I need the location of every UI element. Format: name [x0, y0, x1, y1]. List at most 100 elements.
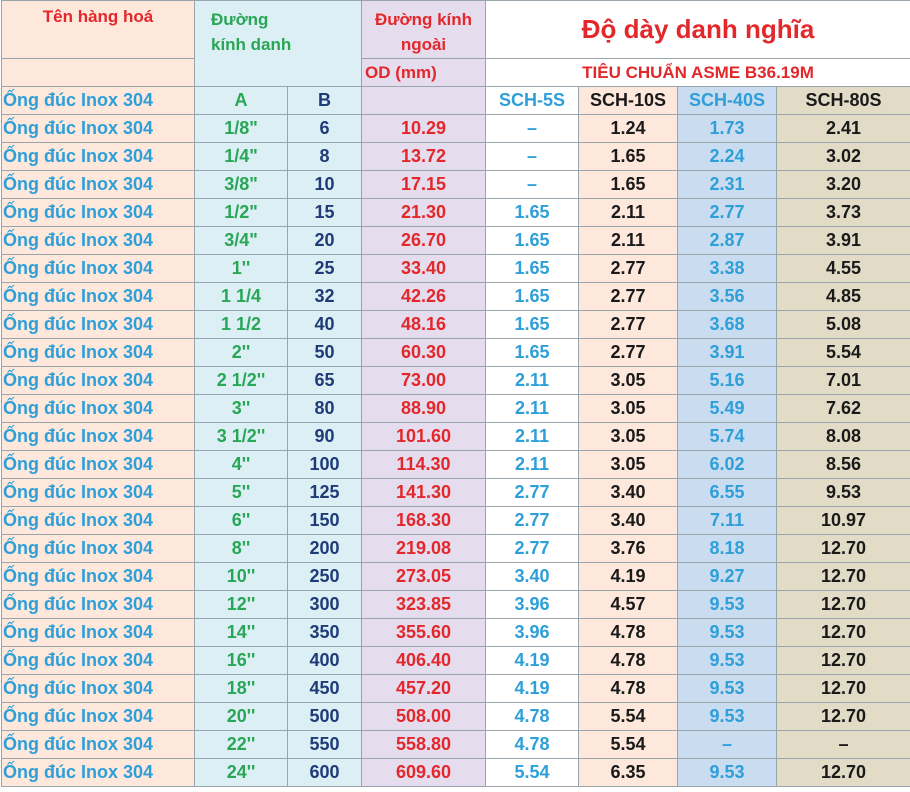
cell-sch-10s: 1.24 [578, 114, 678, 143]
table-row: Ống đúc Inox 304 22'' 550 558.80 4.78 5.54– – [1, 730, 910, 759]
table-row: Ống đúc Inox 304 1/8" 6 10.29–1.24 1.73 2.41 [1, 114, 910, 143]
cell-sch-5s: 2.77 [485, 534, 579, 563]
cell-nominal-a: 8'' [194, 534, 288, 563]
cell-sch-10s: 3.40 [578, 506, 678, 535]
cell-sch-10s: 4.78 [578, 674, 678, 703]
subheader-sch-40s: SCH-40S [677, 86, 777, 115]
cell-sch-40s: 3.91 [677, 338, 777, 367]
cell-nominal-b: 350 [287, 618, 362, 647]
cell-nominal-a: 10'' [194, 562, 288, 591]
table-row: Ống đúc Inox 304 24'' 600 609.60 5.54 6.35 9.5… [1, 758, 910, 787]
table-row: Ống đúc Inox 304 12'' 300 323.85 3.96 4.57 9.5… [1, 590, 910, 619]
cell-sch-10s: 3.76 [578, 534, 678, 563]
cell-sch-5s: 2.11 [485, 366, 579, 395]
cell-outer-diameter: 60.30 [361, 338, 486, 367]
cell-sch-5s: 2.77 [485, 506, 579, 535]
cell-nominal-b: 40 [287, 310, 362, 339]
cell-nominal-b: 50 [287, 338, 362, 367]
cell-nominal-b: 8 [287, 142, 362, 171]
cell-sch-5s: – [485, 114, 579, 143]
cell-nominal-a: 3/4" [194, 226, 288, 255]
cell-product-name: Ống đúc Inox 304 [1, 730, 195, 759]
cell-outer-diameter: 609.60 [361, 758, 486, 787]
cell-sch-40s: 1.73 [677, 114, 777, 143]
cell-sch-5s: 1.65 [485, 282, 579, 311]
subheader-sch-10s: SCH-10S [578, 86, 678, 115]
cell-sch-10s: 3.05 [578, 422, 678, 451]
cell-outer-diameter: 114.30 [361, 450, 486, 479]
cell-nominal-a: 16'' [194, 646, 288, 675]
cell-nominal-a: 2'' [194, 338, 288, 367]
cell-sch-5s: – [485, 142, 579, 171]
cell-sch-5s: 3.40 [485, 562, 579, 591]
cell-outer-diameter: 17.15 [361, 170, 486, 199]
cell-product-name: Ống đúc Inox 304 [1, 170, 195, 199]
cell-sch-40s: 9.53 [677, 618, 777, 647]
table-row: Ống đúc Inox 304 3/4" 20 26.70 1.65 2.11 2.87 3… [1, 226, 910, 255]
cell-nominal-a: 3 1/2'' [194, 422, 288, 451]
cell-outer-diameter: 219.08 [361, 534, 486, 563]
cell-outer-diameter: 33.40 [361, 254, 486, 283]
header-outer-diameter: Đường kính ngoài [361, 0, 486, 59]
cell-sch-80s: 12.70 [775, 646, 910, 675]
cell-sch-5s: 4.78 [485, 730, 579, 759]
cell-sch-80s: 4.55 [775, 254, 910, 283]
cell-sch-80s: 5.08 [775, 310, 910, 339]
header-thickness-title: Độ dày danh nghĩa [484, 0, 910, 59]
cell-sch-80s: – [775, 730, 910, 759]
header-product-name: Tên hàng hoá [1, 0, 195, 59]
cell-sch-80s: 9.53 [775, 478, 910, 507]
cell-sch-40s: 8.18 [677, 534, 777, 563]
cell-sch-40s: 5.49 [677, 394, 777, 423]
cell-sch-80s: 12.70 [775, 702, 910, 731]
cell-sch-5s: 1.65 [485, 254, 579, 283]
cell-product-name: Ống đúc Inox 304 [1, 618, 195, 647]
cell-outer-diameter: 406.40 [361, 646, 486, 675]
cell-sch-80s: 12.70 [775, 618, 910, 647]
cell-sch-5s: 1.65 [485, 198, 579, 227]
cell-product-name: Ống đúc Inox 304 [1, 366, 195, 395]
cell-outer-diameter: 26.70 [361, 226, 486, 255]
table-row: Ống đúc Inox 304 2 1/2'' 65 73.00 2.11 3.05 5.… [1, 366, 910, 395]
cell-sch-10s: 3.40 [578, 478, 678, 507]
cell-nominal-b: 600 [287, 758, 362, 787]
table-header: Tên hàng hoá Đường kính danh Đường kính … [1, 0, 910, 87]
cell-sch-5s: – [485, 170, 579, 199]
cell-outer-diameter: 323.85 [361, 590, 486, 619]
cell-nominal-b: 450 [287, 674, 362, 703]
cell-sch-40s: – [677, 730, 777, 759]
cell-nominal-a: 1 1/4 [194, 282, 288, 311]
cell-nominal-a: 24'' [194, 758, 288, 787]
cell-nominal-b: 125 [287, 478, 362, 507]
header-standard: TIÊU CHUẨN ASME B36.19M [484, 58, 910, 87]
cell-sch-80s: 10.97 [775, 506, 910, 535]
cell-sch-10s: 3.05 [578, 450, 678, 479]
cell-outer-diameter: 558.80 [361, 730, 486, 759]
cell-sch-80s: 12.70 [775, 674, 910, 703]
cell-product-name: Ống đúc Inox 304 [1, 198, 195, 227]
subheader-sch-5s: SCH-5S [485, 86, 579, 115]
cell-sch-5s: 2.11 [485, 450, 579, 479]
table-row: Ống đúc Inox 304 1/4" 8 13.72–1.65 2.24 3.02 [1, 142, 910, 171]
table-row: Ống đúc Inox 304 6'' 150 168.30 2.77 3.40 7.11… [1, 506, 910, 535]
table-row: Ống đúc Inox 304 4'' 100 114.30 2.11 3.05 6.02… [1, 450, 910, 479]
table-row: Ống đúc Inox 304 20'' 500 508.00 4.78 5.54 9.5… [1, 702, 910, 731]
cell-nominal-a: 14'' [194, 618, 288, 647]
cell-nominal-b: 550 [287, 730, 362, 759]
cell-nominal-a: 3'' [194, 394, 288, 423]
cell-product-name: Ống đúc Inox 304 [1, 506, 195, 535]
cell-sch-80s: 12.70 [775, 534, 910, 563]
cell-outer-diameter: 10.29 [361, 114, 486, 143]
cell-sch-10s: 5.54 [578, 702, 678, 731]
table-row: Ống đúc Inox 304 1/2" 15 21.30 1.65 2.11 2.77 3… [1, 198, 910, 227]
cell-sch-40s: 3.68 [677, 310, 777, 339]
header-nominal-diameter-line2: kính danh [211, 35, 292, 54]
cell-sch-5s: 1.65 [485, 226, 579, 255]
cell-outer-diameter: 42.26 [361, 282, 486, 311]
cell-sch-40s: 2.77 [677, 198, 777, 227]
cell-sch-80s: 5.54 [775, 338, 910, 367]
cell-product-name: Ống đúc Inox 304 [1, 534, 195, 563]
cell-nominal-a: 1/4" [194, 142, 288, 171]
table-row: Ống đúc Inox 304 8'' 200 219.08 2.77 3.76 8.18… [1, 534, 910, 563]
cell-sch-40s: 9.53 [677, 758, 777, 787]
